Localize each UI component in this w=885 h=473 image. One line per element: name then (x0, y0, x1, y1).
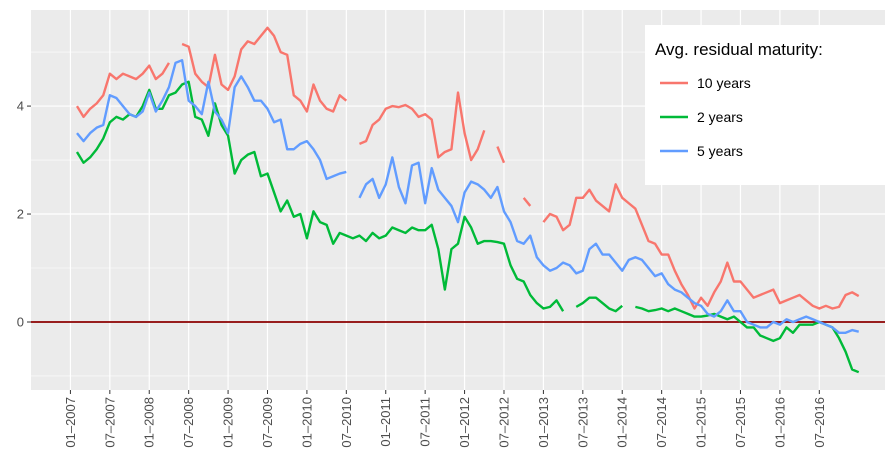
x-tick-label: 07–2016 (812, 397, 827, 448)
legend-background (645, 25, 885, 185)
x-tick-label: 07–2015 (733, 397, 748, 448)
legend-title: Avg. residual maturity: (655, 40, 823, 59)
x-tick-label: 07–2010 (339, 397, 354, 448)
x-tick-label: 01–2014 (615, 397, 630, 448)
y-tick-label: 2 (17, 207, 24, 222)
x-tick-label: 01–2010 (299, 397, 314, 448)
x-tick-label: 01–2015 (694, 397, 709, 448)
x-tick-label: 01–2009 (221, 397, 236, 448)
x-tick-label: 01–2007 (63, 397, 78, 448)
y-tick-label: 4 (17, 99, 24, 114)
series-line (75, 26, 860, 310)
lines (31, 26, 885, 374)
x-tick-label: 01–2013 (536, 397, 551, 448)
x-tick-label: 07–2007 (102, 397, 117, 448)
series-line (76, 59, 860, 334)
x-tick-label: 01–2008 (142, 397, 157, 448)
x-tick-label: 07–2013 (575, 397, 590, 448)
y-tick-label: 0 (17, 314, 24, 329)
legend-label: 5 years (697, 143, 743, 159)
x-tick-label: 01–2012 (457, 397, 472, 448)
x-tick-label: 01–2016 (772, 397, 787, 448)
x-tick-label: 07–2008 (181, 397, 196, 448)
x-tick-label: 07–2014 (654, 397, 669, 448)
x-tick-label: 07–2009 (260, 397, 275, 448)
legend-label: 10 years (697, 75, 751, 91)
legend: Avg. residual maturity: 10 years 2 years 5… (645, 25, 885, 185)
axes: 0 2 4 01–2007 07–2007 01–2008 07–2008 01–2009 07… (17, 99, 827, 448)
legend-label: 2 years (697, 109, 743, 125)
x-tick-label: 07–2012 (496, 397, 511, 448)
x-tick-label: 07–2011 (418, 397, 433, 447)
x-tick-label: 01–2011 (378, 397, 393, 447)
